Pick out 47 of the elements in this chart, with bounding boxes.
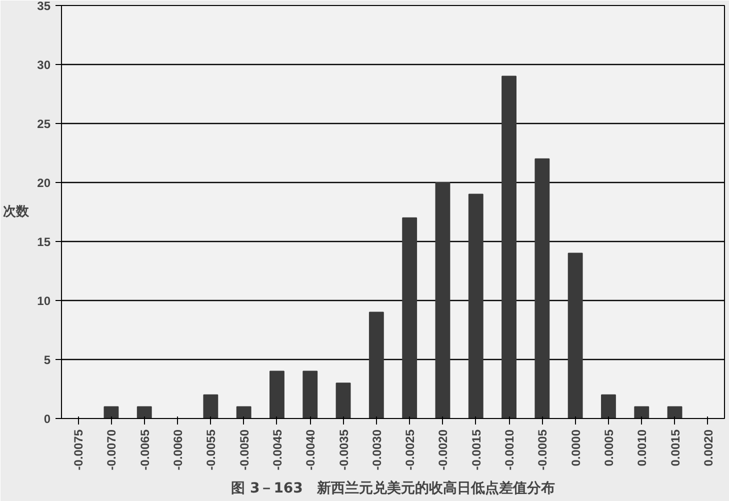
bar xyxy=(302,370,318,418)
bar xyxy=(634,406,650,418)
x-tick-label: 0.0010 xyxy=(635,429,650,466)
x-tick-label: -0.0010 xyxy=(502,429,517,470)
y-tick-label: 10 xyxy=(37,294,51,308)
y-tick-label: 15 xyxy=(37,235,51,249)
x-tick-label: -0.0050 xyxy=(237,429,252,470)
bar xyxy=(236,406,252,418)
y-tick-label: 5 xyxy=(44,353,51,367)
x-tick-label: -0.0025 xyxy=(403,429,418,470)
bar xyxy=(203,394,218,418)
x-tick-label: -0.0015 xyxy=(469,429,484,470)
x-tick-label: -0.0070 xyxy=(104,429,119,470)
x-tick-label: -0.0020 xyxy=(436,429,450,470)
bar xyxy=(601,394,616,418)
x-tick-label: 0.0015 xyxy=(668,429,682,466)
bar xyxy=(468,194,484,418)
bar xyxy=(534,158,550,418)
bar xyxy=(368,312,384,418)
y-tick-label: 0 xyxy=(44,412,51,426)
x-tick-label: -0.0075 xyxy=(72,429,86,470)
bar xyxy=(270,370,284,418)
bar xyxy=(435,182,450,418)
x-tick-label: -0.0055 xyxy=(204,429,218,470)
x-tick-label: -0.0005 xyxy=(536,429,550,470)
y-axis-title: 次数 xyxy=(3,204,30,220)
bar xyxy=(104,406,119,418)
x-tick-label: -0.0035 xyxy=(336,429,351,470)
x-tick-label: -0.0065 xyxy=(138,429,152,470)
x-tick-label: -0.0040 xyxy=(304,429,318,470)
bar xyxy=(402,217,418,418)
x-tick-label: 0.0020 xyxy=(701,429,716,466)
x-tick-label: 0.0005 xyxy=(602,429,616,466)
x-tick-label: -0.0060 xyxy=(171,429,186,470)
bar xyxy=(136,406,152,418)
bar xyxy=(568,252,583,418)
x-tick-label: -0.0045 xyxy=(270,429,284,470)
x-tick-label: 0.0000 xyxy=(568,429,583,466)
y-tick-label: 30 xyxy=(37,58,51,72)
text: 图 3－163 新西兰元兑美元的收高日低点差值分布 xyxy=(231,480,555,496)
y-tick-label: 20 xyxy=(37,176,51,190)
bar xyxy=(502,76,516,418)
y-tick-label: 25 xyxy=(37,117,51,131)
bar xyxy=(336,382,351,418)
bar xyxy=(667,406,682,418)
y-tick-label: 35 xyxy=(37,0,51,13)
x-tick-label: -0.0030 xyxy=(370,429,384,470)
